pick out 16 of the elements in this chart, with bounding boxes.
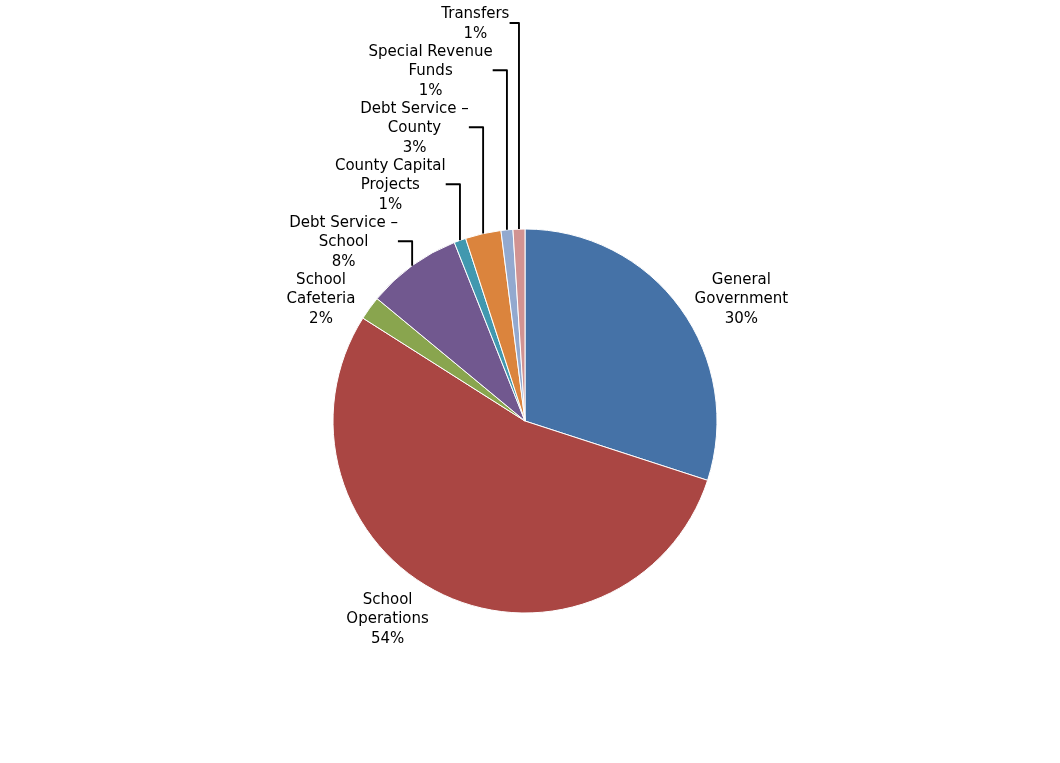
slice-label: Transfers bbox=[440, 4, 510, 23]
slice-label: Debt Service – School bbox=[289, 212, 398, 251]
slice-label: General Government bbox=[694, 269, 789, 308]
data-label: 30% bbox=[724, 308, 759, 327]
data-label: 54% bbox=[370, 628, 405, 647]
slice-label: School Cafeteria bbox=[286, 269, 356, 308]
data-label: 1% bbox=[378, 194, 403, 213]
data-label: 2% bbox=[309, 308, 333, 327]
data-label: 1% bbox=[418, 80, 443, 99]
data-label: 3% bbox=[402, 137, 427, 156]
slice-label: County Capital Projects bbox=[334, 155, 446, 194]
slice-label: Debt Service – County bbox=[360, 98, 469, 137]
data-label: 8% bbox=[331, 251, 356, 270]
slice-label: Special Revenue Funds bbox=[368, 41, 493, 80]
data-label: 1% bbox=[463, 23, 488, 42]
slice-label: School Operations bbox=[346, 589, 429, 628]
